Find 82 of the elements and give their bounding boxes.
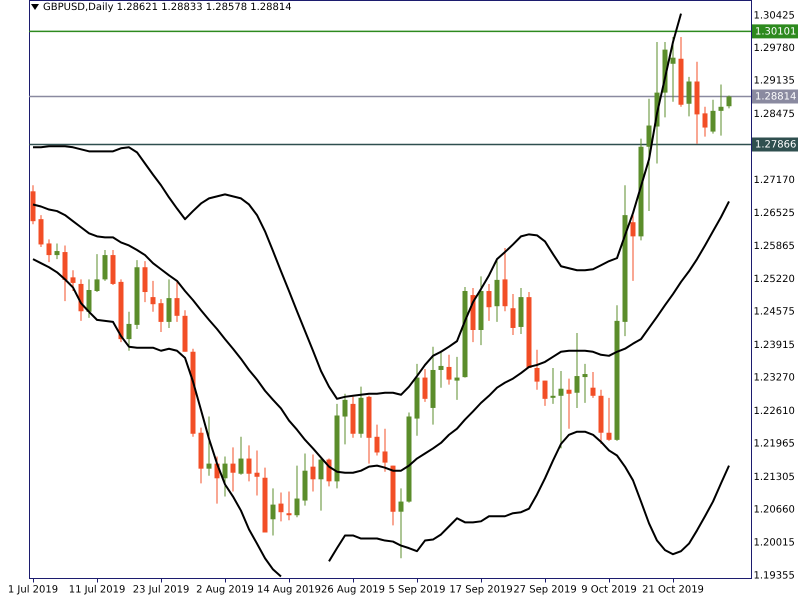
candlestick <box>510 294 516 336</box>
candlestick <box>566 378 572 430</box>
candlestick <box>710 99 716 134</box>
y-tick-label: 1.25865 <box>754 241 795 252</box>
x-tick-label: 5 Sep 2019 <box>388 584 446 596</box>
candlestick <box>718 84 724 136</box>
candlestick <box>206 416 212 476</box>
y-tick-label: 1.29135 <box>754 76 795 87</box>
candlestick <box>374 424 380 456</box>
line-series <box>32 12 682 400</box>
y-tick-label: 1.30425 <box>754 10 795 22</box>
y-tick-label: 1.23270 <box>754 372 795 384</box>
candlestick <box>278 492 284 522</box>
candlestick <box>382 428 388 472</box>
candlestick <box>174 280 180 322</box>
x-tick-label: 26 Aug 2019 <box>320 584 386 596</box>
candlestick <box>422 368 428 402</box>
candlestick <box>270 488 276 536</box>
candlestick <box>398 488 404 559</box>
candlestick <box>486 283 492 322</box>
ref-line-label: 1.27866 <box>755 139 796 150</box>
candlestick <box>582 363 588 404</box>
ref-line-label: 1.28814 <box>755 91 796 102</box>
candlestick <box>702 106 708 138</box>
candlestick <box>630 214 636 282</box>
y-tick-label: 1.21965 <box>754 438 795 450</box>
x-tick-label: 2 Aug 2019 <box>196 584 254 596</box>
candlestick <box>534 349 540 390</box>
x-tick-label: 17 Sep 2019 <box>449 584 513 596</box>
x-tick-label: 21 Oct 2019 <box>642 584 704 596</box>
candlestick <box>574 332 580 408</box>
y-tick-label: 1.28475 <box>754 109 795 120</box>
x-tick-label: 27 Sep 2019 <box>513 584 577 596</box>
candlestick <box>318 458 324 512</box>
y-tick-label: 1.26525 <box>754 208 795 219</box>
candlestick <box>286 490 292 521</box>
candlestick <box>294 465 300 518</box>
chart-title: GBPUSD,Daily 1.28621 1.28833 1.28578 1.28814 <box>43 2 292 13</box>
y-tick-label: 1.20015 <box>754 537 795 548</box>
candlestick <box>558 370 564 449</box>
candlestick <box>590 372 596 398</box>
y-tick-label: 1.27170 <box>754 175 795 186</box>
y-tick-label: 1.22610 <box>754 406 795 417</box>
candlestick <box>54 242 60 260</box>
candlestick <box>70 270 76 292</box>
candlestick <box>254 450 260 496</box>
y-tick-label: 1.20660 <box>754 504 795 516</box>
candlestick <box>606 397 612 442</box>
candlestick <box>230 446 236 492</box>
candlestick <box>646 98 652 212</box>
candlestick <box>310 454 316 492</box>
candlestick <box>446 354 452 386</box>
candlestick <box>166 278 172 328</box>
x-tick-label: 9 Oct 2019 <box>581 584 637 596</box>
candlestick <box>542 380 548 406</box>
candlestick <box>246 444 252 482</box>
x-tick-label: 11 Jul 2019 <box>68 584 126 596</box>
candlestick <box>126 311 132 352</box>
y-tick-label: 1.25220 <box>754 274 795 285</box>
ref-line-label: 1.30101 <box>755 26 796 38</box>
candlestick <box>454 356 460 400</box>
candlestick <box>94 254 100 293</box>
y-tick-label: 1.24575 <box>754 306 795 318</box>
candlestick <box>86 278 92 318</box>
candlestick <box>550 367 556 404</box>
x-tick-label: 14 Aug 2019 <box>256 584 322 596</box>
y-tick-label: 1.29780 <box>754 43 795 54</box>
y-tick-label: 1.21305 <box>754 472 795 484</box>
y-tick-label: 1.23915 <box>754 340 795 351</box>
candlestick <box>150 280 156 312</box>
candlestick <box>686 76 692 117</box>
x-tick-label: 1 Jul 2019 <box>8 584 58 596</box>
candlestick <box>342 393 348 445</box>
candlestick <box>726 95 732 109</box>
candlestick <box>438 350 444 388</box>
candlestick <box>238 436 244 476</box>
candlestick <box>46 238 52 263</box>
x-tick-label: 23 Jul 2019 <box>132 584 190 596</box>
candlestick <box>222 456 228 498</box>
candlestick <box>158 298 164 333</box>
candlestick <box>670 36 676 102</box>
y-tick-label: 1.19355 <box>754 570 795 582</box>
